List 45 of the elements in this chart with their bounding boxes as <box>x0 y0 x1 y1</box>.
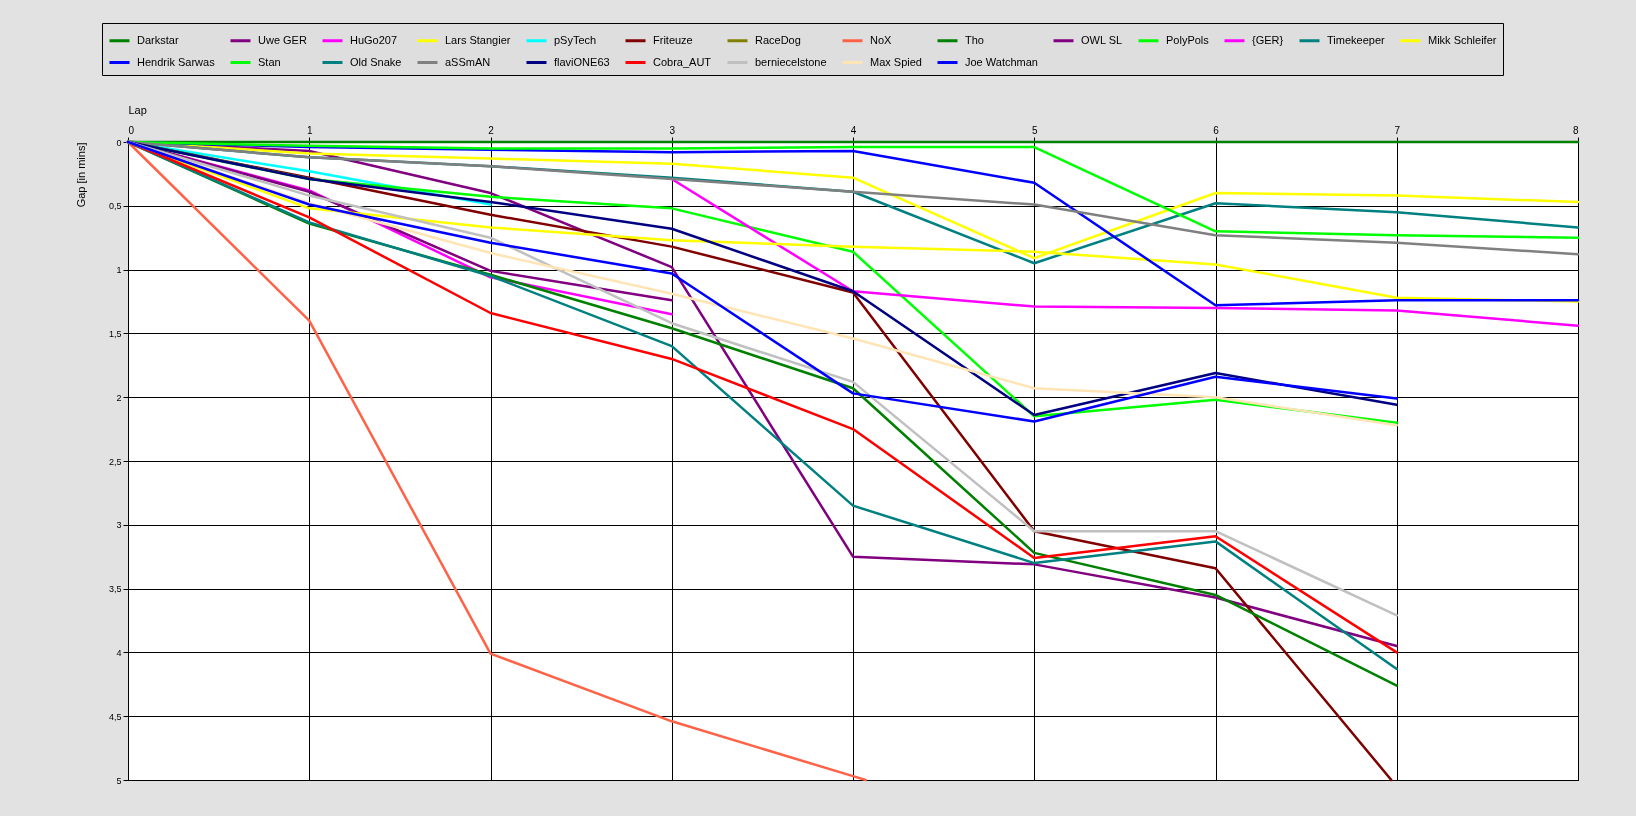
y-tick-label: 2 <box>116 392 122 403</box>
x-tick-label: 2 <box>488 124 495 136</box>
x-tick-label: 1 <box>306 124 313 136</box>
legend-label: Stan <box>258 55 281 68</box>
x-tick-label: 0 <box>128 124 135 136</box>
legend-label: Hendrik Sarwas <box>137 55 216 68</box>
legend-label: HuGo207 <box>350 33 398 46</box>
legend-label: Darkstar <box>137 33 179 46</box>
y-axis-title: Gap [in mins] <box>74 142 87 208</box>
y-tick-label: 3 <box>116 520 122 531</box>
x-axis-title: Lap <box>128 103 147 116</box>
legend-label: Max Spied <box>870 55 922 68</box>
x-tick-label: 6 <box>1213 124 1220 136</box>
legend-label: RaceDog <box>755 33 801 46</box>
x-tick-label: 5 <box>1031 124 1038 136</box>
legend-label: Joe Watchman <box>965 55 1038 68</box>
y-tick-label: 5 <box>116 775 122 786</box>
legend-label: Cobra_AUT <box>653 55 712 68</box>
y-tick-label: 4,5 <box>108 711 122 722</box>
y-tick-label: 3,5 <box>108 584 122 595</box>
legend-label: pSyTech <box>554 33 597 46</box>
legend-label: Mikk Schleifer <box>1428 33 1497 46</box>
legend-label: Tho <box>965 33 984 46</box>
legend-label: Old Snake <box>350 55 402 68</box>
x-tick-label: 4 <box>850 124 857 136</box>
y-tick-label: 0 <box>116 137 122 148</box>
legend-label: NoX <box>870 33 893 46</box>
y-tick-label: 2,5 <box>108 456 122 467</box>
y-tick-label: 1,5 <box>108 328 122 339</box>
legend-label: Friteuze <box>653 33 693 46</box>
legend-label: {GER} <box>1252 33 1284 46</box>
legend-label: OWL SL <box>1081 33 1123 46</box>
x-tick-label: 8 <box>1572 124 1579 136</box>
legend-label: Uwe GER <box>258 33 307 46</box>
legend-label: Timekeeper <box>1327 33 1386 46</box>
y-tick-label: 0,5 <box>108 201 122 212</box>
legend-label: Lars Stangier <box>445 33 511 46</box>
x-tick-label: 3 <box>669 124 676 136</box>
legend-label: aSSmAN <box>445 55 491 68</box>
y-tick-label: 4 <box>116 647 122 658</box>
y-tick-label: 1 <box>116 265 122 276</box>
legend-label: PolyPols <box>1166 33 1210 46</box>
legend-label: flaviONE63 <box>554 55 610 68</box>
x-tick-label: 7 <box>1394 124 1401 136</box>
legend-label: berniecelstone <box>755 55 827 68</box>
